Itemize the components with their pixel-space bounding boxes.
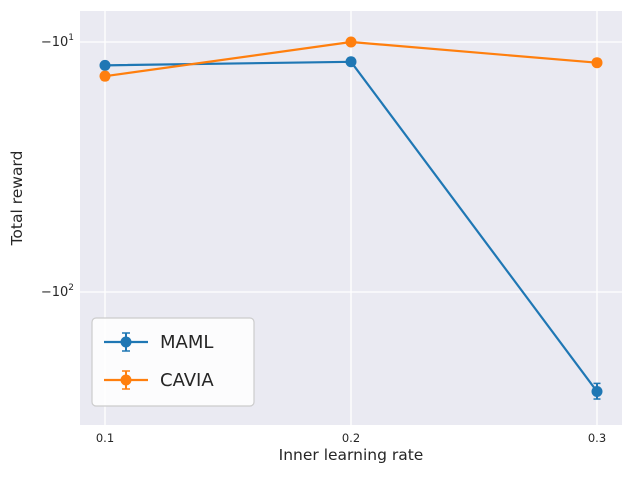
data-point — [345, 56, 357, 68]
data-point — [591, 57, 603, 69]
legend-marker — [120, 336, 132, 348]
legend-box — [91, 317, 255, 407]
legend-entry-maml: MAML — [104, 332, 213, 353]
legend-label: CAVIA — [160, 370, 214, 391]
y-tick-labels: −101 −102 — [41, 33, 74, 300]
legend-label: MAML — [160, 332, 213, 353]
y-tick-label: −102 — [41, 283, 74, 300]
series-cavia — [99, 36, 603, 82]
x-tick-label: 0.1 — [96, 431, 114, 445]
data-point — [99, 70, 111, 82]
data-point — [591, 385, 603, 397]
data-point — [99, 59, 111, 71]
legend: MAML CAVIA — [91, 317, 255, 407]
x-tick-label: 0.3 — [588, 431, 606, 445]
x-axis-label: Inner learning rate — [279, 446, 424, 464]
legend-marker — [120, 374, 132, 386]
x-tick-label: 0.2 — [342, 431, 360, 445]
y-tick-label: −101 — [41, 33, 74, 50]
data-point — [345, 36, 357, 48]
legend-entry-cavia: CAVIA — [104, 370, 214, 391]
x-tick-labels: 0.1 0.2 0.3 — [96, 431, 606, 445]
y-axis-label: Total reward — [8, 151, 26, 247]
